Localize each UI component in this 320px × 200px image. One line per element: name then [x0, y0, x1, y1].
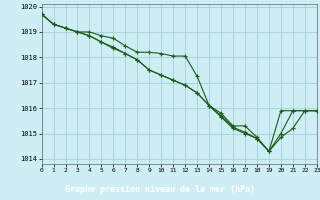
- Text: Graphe pression niveau de la mer (hPa): Graphe pression niveau de la mer (hPa): [65, 185, 255, 194]
